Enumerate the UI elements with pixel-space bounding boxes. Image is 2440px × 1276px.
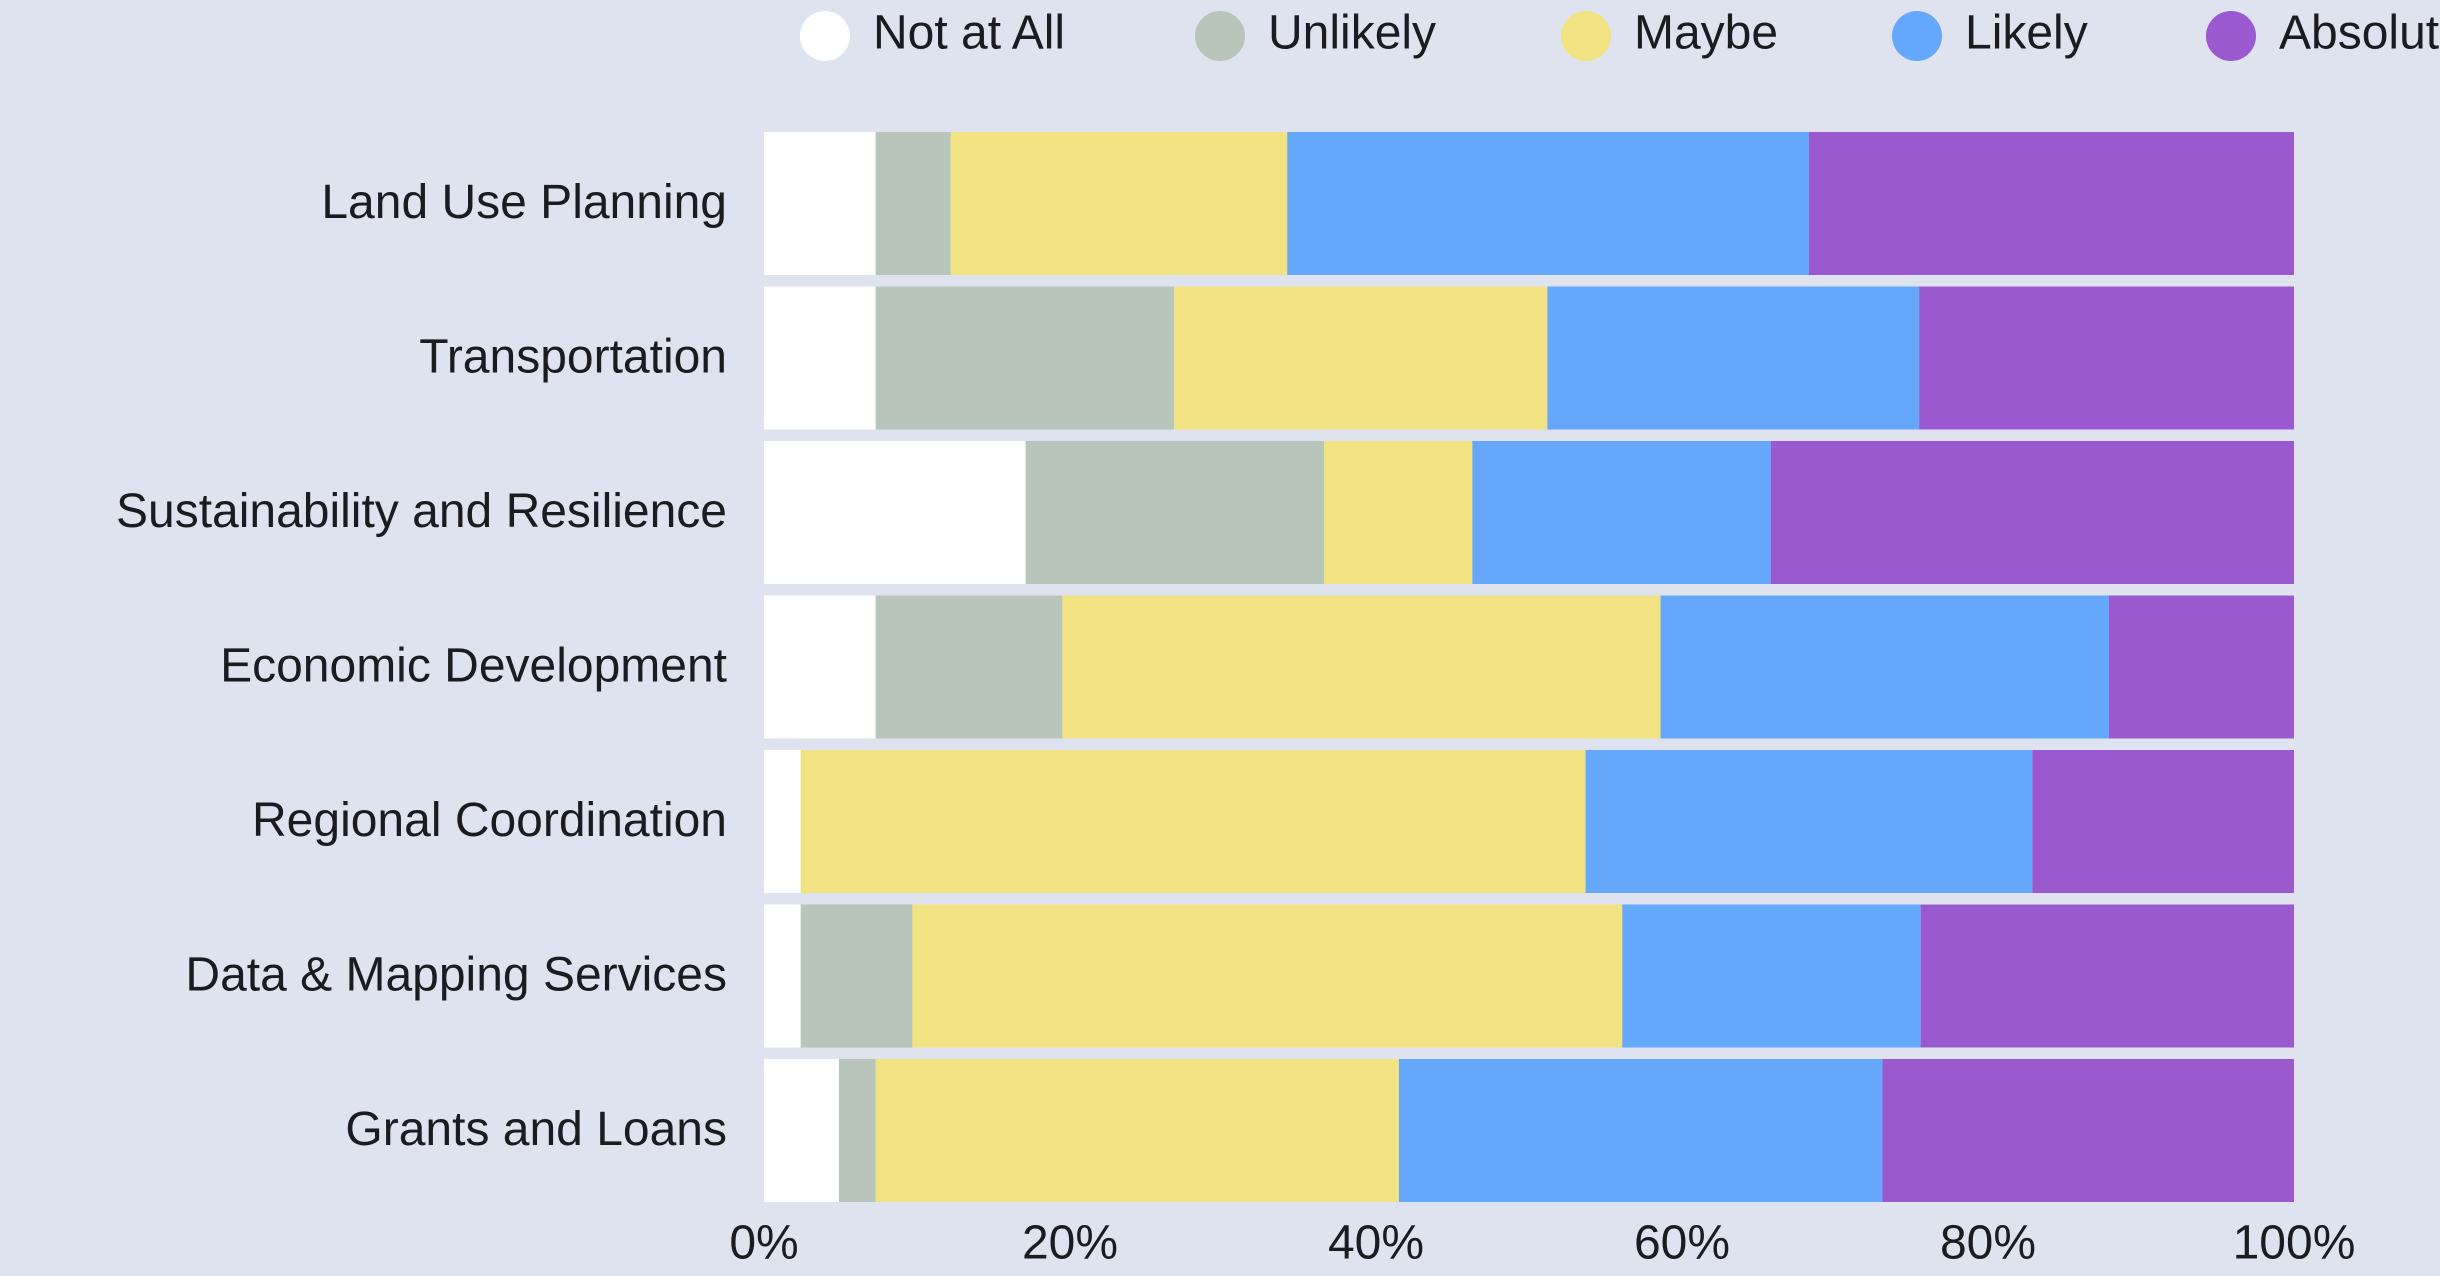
category-label: Land Use Planning (321, 176, 727, 229)
bar-segment (1287, 132, 1809, 275)
legend-swatch (1561, 11, 1611, 61)
bar-segment (875, 132, 951, 275)
bar-segment (764, 132, 876, 275)
legend-label: Maybe (1634, 7, 1778, 60)
bar-segment (2032, 750, 2294, 893)
bar-segment (2108, 595, 2294, 739)
bar-segment (912, 904, 1623, 1048)
legend-swatch (1892, 11, 1942, 61)
x-tick-label: 20% (1022, 1217, 1118, 1270)
category-label: Grants and Loans (345, 1103, 727, 1156)
bar-segment (875, 1059, 1399, 1202)
category-label: Data & Mapping Services (185, 949, 727, 1002)
bar-segment (800, 904, 913, 1048)
bar-segment (1398, 1059, 1883, 1202)
category-label: Economic Development (220, 640, 727, 693)
bar-segment (764, 750, 801, 893)
bar-segment (1919, 286, 2294, 430)
legend-swatch (800, 11, 850, 61)
x-tick-label: 60% (1634, 1217, 1730, 1270)
bar-segment (764, 1059, 839, 1202)
bar-segment (764, 441, 1026, 584)
legend-swatch (2206, 11, 2256, 61)
bar-segment (875, 595, 1063, 739)
legend-label: Absolutely (2279, 7, 2440, 60)
x-tick-label: 40% (1328, 1217, 1424, 1270)
bar-segment (1472, 441, 1771, 584)
bar-segment (1808, 132, 2294, 275)
legend-label: Unlikely (1268, 7, 1436, 60)
category-label: Sustainability and Resilience (116, 485, 727, 538)
x-tick-label: 0% (729, 1217, 798, 1270)
bar-segment (1585, 750, 2033, 893)
bar-segment (1622, 904, 1921, 1048)
bar-segment (800, 750, 1586, 893)
bar-segment (764, 904, 801, 1048)
legend-label: Likely (1965, 7, 2088, 60)
category-label: Regional Coordination (252, 794, 727, 847)
bar-segment (1920, 904, 2294, 1048)
bar-segment (950, 132, 1288, 275)
bar-segment (764, 595, 876, 739)
bar-segment (1882, 1059, 2294, 1202)
legend-swatch (1195, 11, 1245, 61)
bar-segment (1062, 595, 1661, 739)
bar-segment (1025, 441, 1324, 584)
bar-segment (1770, 441, 2294, 584)
bar-segment (838, 1059, 876, 1202)
legend-label: Not at All (873, 7, 1065, 60)
bar-segment (1323, 441, 1473, 584)
bar-segment (764, 286, 876, 430)
x-tick-label: 80% (1940, 1217, 2036, 1270)
x-tick-label: 100% (2233, 1217, 2356, 1270)
bar-segment (1547, 286, 1920, 430)
category-label: Transportation (419, 331, 727, 384)
bar-segment (1660, 595, 2109, 739)
bar-segment (1174, 286, 1548, 430)
bar-segment (875, 286, 1175, 430)
